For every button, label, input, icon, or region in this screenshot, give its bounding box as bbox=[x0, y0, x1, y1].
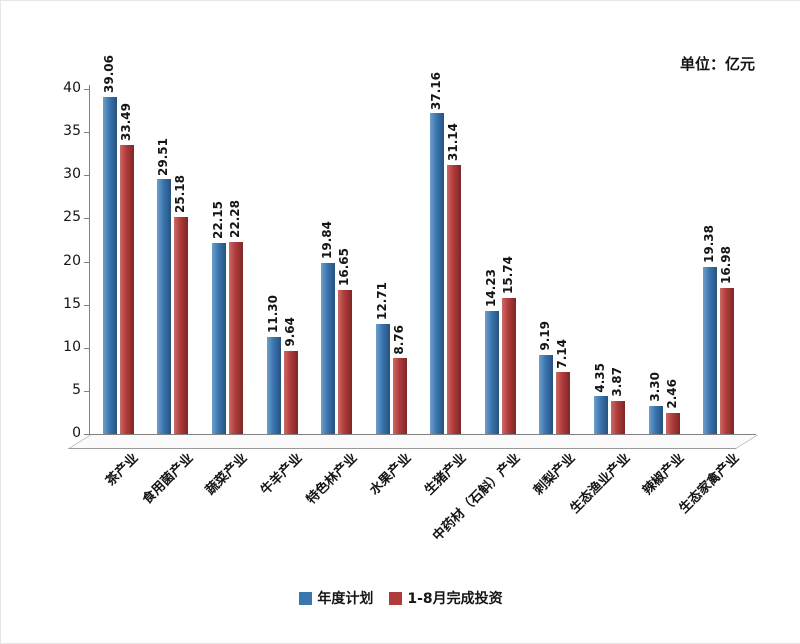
value-label: 11.30 bbox=[265, 294, 280, 333]
legend-item: 年度计划 bbox=[299, 588, 373, 608]
bar-annual-plan bbox=[157, 179, 172, 434]
bar-annual-plan bbox=[266, 336, 281, 434]
value-label: 22.15 bbox=[210, 201, 225, 239]
bar-annual-plan bbox=[211, 242, 226, 434]
y-tick-label: 10 bbox=[63, 338, 81, 355]
bar-annual-plan bbox=[484, 311, 499, 434]
value-label: 9.19 bbox=[538, 321, 553, 351]
value-label: 16.65 bbox=[337, 248, 352, 287]
value-label: 15.74 bbox=[500, 256, 515, 295]
value-label: 19.84 bbox=[320, 220, 335, 259]
chart-3d-floor bbox=[67, 435, 758, 449]
y-tick-label: 40 bbox=[63, 80, 81, 96]
category-label: 蔬菜产业 bbox=[203, 450, 251, 499]
value-label: 22.28 bbox=[227, 199, 242, 238]
y-tick-mark bbox=[84, 218, 89, 220]
bar-completed-investment bbox=[392, 358, 407, 434]
value-label: 3.30 bbox=[647, 371, 662, 402]
y-tick-mark bbox=[84, 89, 89, 90]
value-label: 9.64 bbox=[282, 317, 297, 347]
bar-annual-plan bbox=[430, 113, 445, 434]
unit-label: 单位：亿元 bbox=[679, 55, 755, 73]
value-label: 19.38 bbox=[702, 224, 717, 263]
y-tick-mark bbox=[84, 347, 89, 349]
category-label: 生猪产业 bbox=[421, 450, 470, 499]
value-label: 39.06 bbox=[101, 55, 116, 94]
bar-annual-plan bbox=[594, 396, 609, 434]
y-tick-label: 15 bbox=[63, 295, 81, 312]
y-tick-label: 25 bbox=[63, 209, 81, 226]
y-tick-label: 0 bbox=[72, 425, 81, 441]
bar-annual-plan bbox=[539, 354, 554, 434]
category-label: 刺梨产业 bbox=[531, 450, 579, 499]
legend: 年度计划 1-8月完成投资 bbox=[1, 588, 800, 608]
bar-annual-plan bbox=[375, 324, 390, 434]
y-axis-line bbox=[89, 85, 90, 435]
bar-completed-investment bbox=[174, 216, 189, 434]
bar-completed-investment bbox=[665, 412, 680, 434]
legend-color-swatch bbox=[299, 591, 313, 605]
category-label: 茶产业 bbox=[103, 450, 142, 490]
value-label: 3.87 bbox=[610, 367, 625, 397]
x-axis-line bbox=[89, 434, 756, 435]
category-label: 特色林产业 bbox=[303, 450, 361, 508]
category-label: 水果产业 bbox=[367, 450, 415, 499]
bar-completed-investment bbox=[119, 145, 134, 434]
value-label: 31.14 bbox=[446, 123, 461, 162]
legend-item: 1-8月完成投资 bbox=[389, 588, 503, 608]
value-label: 25.18 bbox=[173, 174, 188, 213]
value-label: 37.16 bbox=[429, 71, 444, 110]
value-label: 12.71 bbox=[374, 282, 389, 321]
bar-completed-investment bbox=[611, 400, 626, 434]
bar-completed-investment bbox=[283, 350, 298, 434]
bar-annual-plan bbox=[321, 262, 336, 434]
legend-color-swatch bbox=[389, 591, 403, 605]
category-label: 辣椒产业 bbox=[640, 450, 688, 499]
y-tick-mark bbox=[84, 175, 89, 177]
value-label: 4.35 bbox=[593, 362, 608, 393]
value-label: 7.14 bbox=[555, 338, 570, 369]
y-tick-label: 5 bbox=[72, 381, 81, 398]
value-label: 16.98 bbox=[719, 245, 734, 284]
y-tick-label: 20 bbox=[63, 252, 81, 269]
y-tick-mark bbox=[84, 434, 89, 435]
bar-annual-plan bbox=[703, 266, 718, 434]
bar-completed-investment bbox=[501, 298, 516, 434]
bar-completed-investment bbox=[447, 165, 462, 434]
value-label: 8.76 bbox=[391, 324, 406, 355]
category-label: 食用菌产业 bbox=[139, 450, 197, 508]
value-label: 29.51 bbox=[156, 137, 171, 176]
category-label: 牛羊产业 bbox=[258, 450, 306, 499]
bar-completed-investment bbox=[228, 241, 243, 434]
y-tick-mark bbox=[84, 390, 89, 392]
bar-completed-investment bbox=[720, 287, 735, 434]
y-tick-mark bbox=[84, 304, 89, 306]
y-tick-mark bbox=[84, 132, 89, 134]
bar-annual-plan bbox=[102, 97, 117, 434]
value-label: 2.46 bbox=[664, 379, 679, 409]
value-label: 33.49 bbox=[118, 103, 133, 142]
y-tick-label: 30 bbox=[63, 166, 81, 183]
value-label: 14.23 bbox=[483, 269, 498, 308]
y-tick-mark bbox=[84, 261, 89, 263]
bar-annual-plan bbox=[648, 405, 663, 434]
bar-completed-investment bbox=[338, 290, 353, 434]
legend-label: 年度计划 bbox=[317, 591, 374, 607]
legend-label: 1-8月完成投资 bbox=[407, 591, 503, 607]
bar-completed-investment bbox=[556, 372, 571, 434]
y-tick-label: 35 bbox=[63, 123, 81, 140]
